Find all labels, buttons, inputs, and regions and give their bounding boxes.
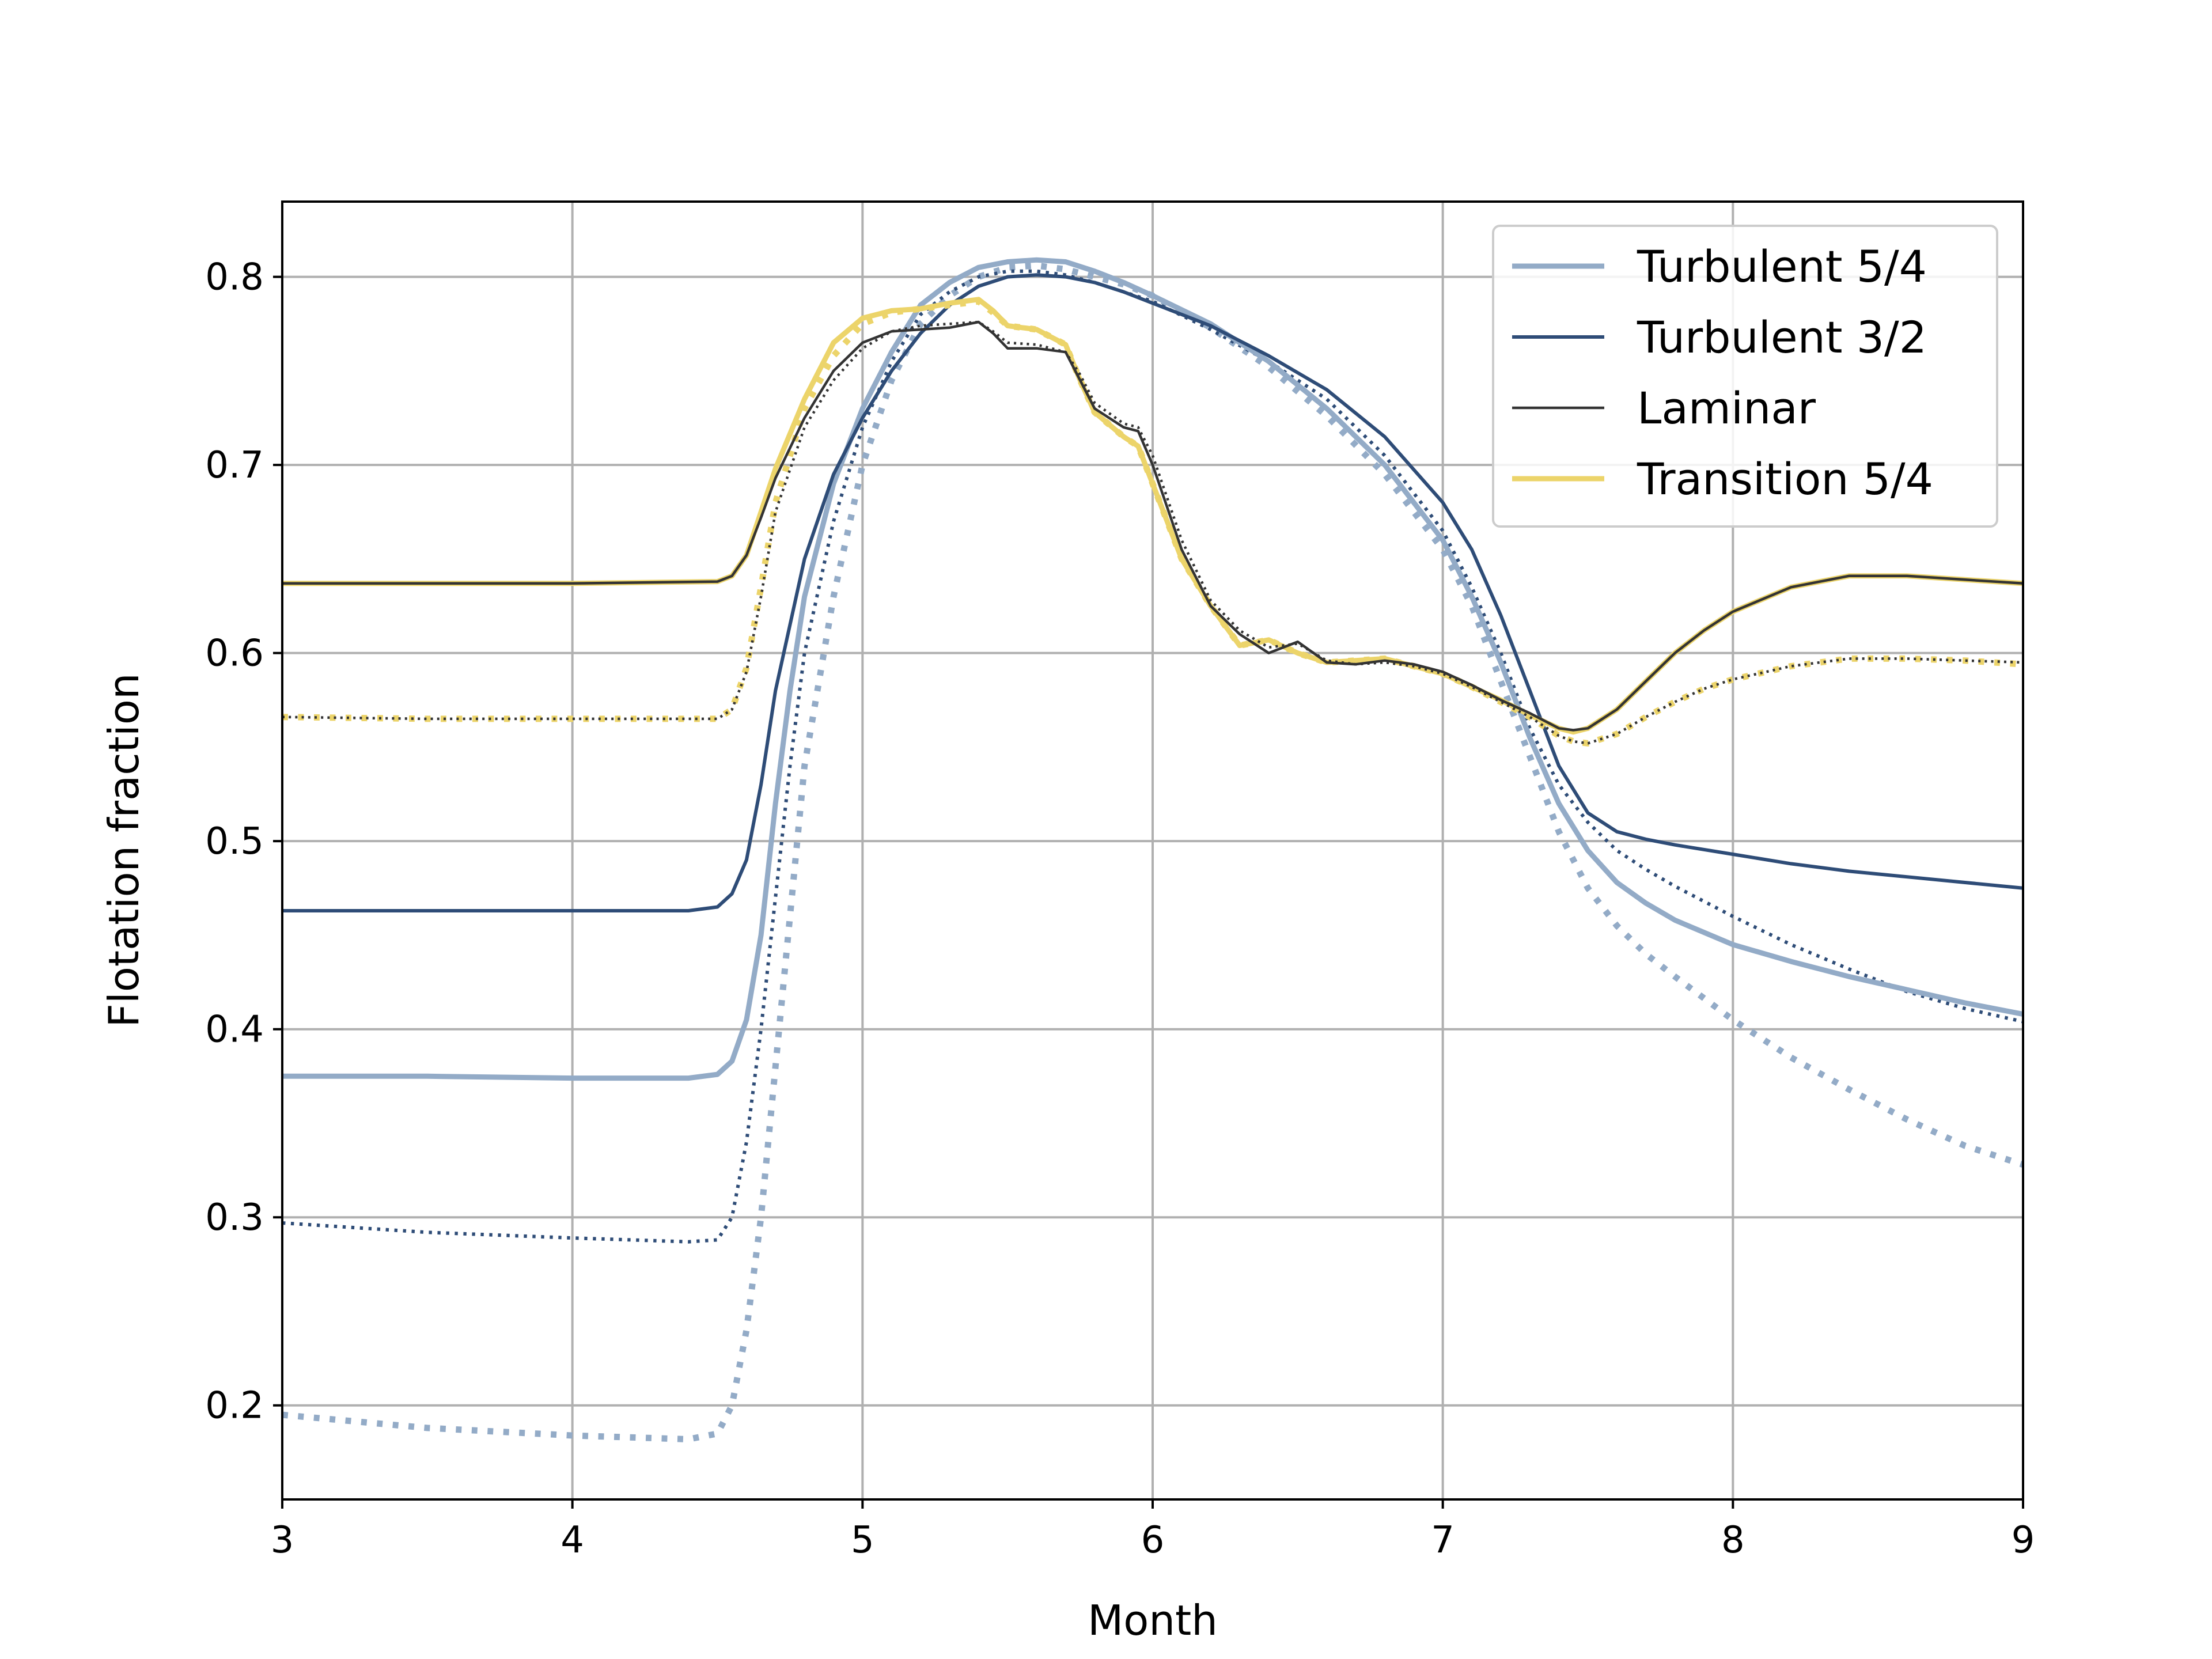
x-tick-label: 7 bbox=[1431, 1519, 1455, 1562]
x-tick-label: 3 bbox=[271, 1519, 294, 1562]
y-tick-label: 0.3 bbox=[205, 1196, 264, 1239]
legend: Turbulent 5/4 Turbulent 3/2 Laminar Transit… bbox=[1492, 225, 1998, 528]
x-tick-label: 4 bbox=[560, 1519, 584, 1562]
x-tick-label: 6 bbox=[1141, 1519, 1165, 1562]
x-tick-label: 8 bbox=[1721, 1519, 1745, 1562]
dotted-line-turbulent-54 bbox=[282, 262, 2023, 1442]
x-axis-label: Month bbox=[1088, 1596, 1218, 1645]
plot-series bbox=[282, 257, 2023, 1442]
series-line-turbulent-32 bbox=[282, 273, 2023, 912]
y-tick-label: 0.4 bbox=[205, 1009, 264, 1051]
y-axis-label: Flotation fraction bbox=[100, 673, 148, 1027]
series-line-laminar bbox=[282, 320, 2023, 732]
y-tick-label: 0.2 bbox=[205, 1385, 264, 1427]
x-tick-label: 9 bbox=[2012, 1519, 2035, 1562]
y-tick-label: 0.7 bbox=[205, 444, 264, 487]
legend-label: Turbulent 3/2 bbox=[1637, 312, 1927, 363]
x-tick-label: 5 bbox=[851, 1519, 874, 1562]
legend-label: Laminar bbox=[1637, 382, 1816, 434]
y-tick-label: 0.8 bbox=[205, 256, 264, 299]
series-line-turbulent-54 bbox=[282, 257, 2023, 1081]
legend-box bbox=[1492, 225, 1998, 528]
y-tick-label: 0.6 bbox=[205, 632, 264, 675]
dotted-line-laminar bbox=[282, 320, 2023, 745]
axis-ticks: 3 4 5 6 7 8 9 0.2 0.3 0.4 0.5 0.6 0.7 0.8 bbox=[205, 256, 2035, 1562]
y-tick-label: 0.5 bbox=[205, 820, 264, 863]
legend-label: Turbulent 5/4 bbox=[1637, 241, 1927, 292]
legend-label: Transition 5/4 bbox=[1637, 453, 1933, 505]
